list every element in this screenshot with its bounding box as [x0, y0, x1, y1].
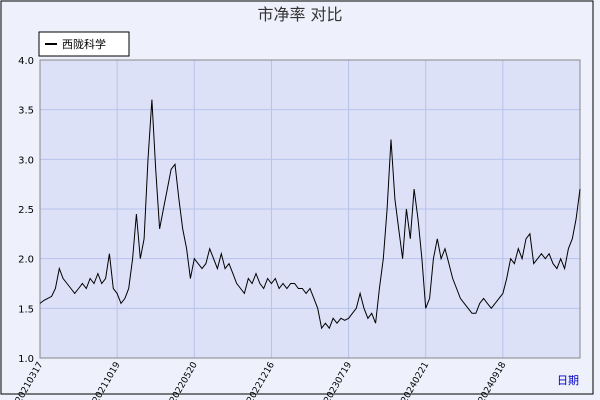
- y-tick-label: 2.5: [18, 205, 34, 216]
- axis-box: [39, 59, 581, 359]
- chart-title: 市净率 对比: [257, 5, 342, 24]
- x-axis-label: 日期: [557, 374, 579, 387]
- y-tick-label: 3.0: [18, 155, 34, 166]
- y-tick-label: 1.0: [18, 354, 34, 365]
- series-line: [39, 99, 581, 330]
- y-tick-label: 3.5: [18, 106, 34, 117]
- y-tick-label: 4.0: [18, 56, 34, 67]
- frame: [0, 0, 594, 395]
- y-tick-label: 1.5: [18, 304, 34, 315]
- y-tick-label: 2.0: [18, 255, 34, 266]
- legend-label: 西陇科学: [62, 37, 106, 51]
